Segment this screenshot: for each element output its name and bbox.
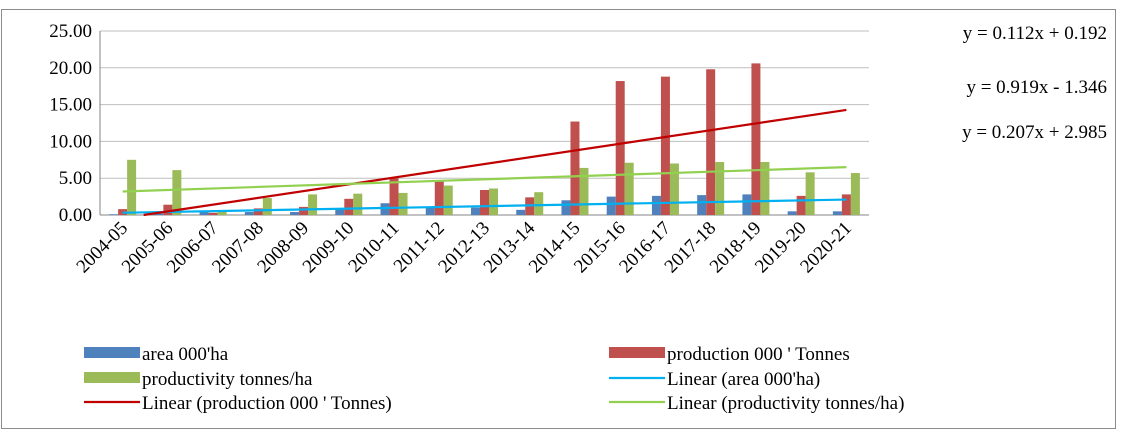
bar: [253, 208, 263, 215]
bar: [489, 188, 498, 215]
legend-label: Linear (productivity tonnes/ha): [667, 393, 904, 414]
bar: [606, 196, 616, 215]
bar: [199, 211, 209, 215]
bar: [172, 170, 182, 215]
y-tick-label: 20.00: [49, 58, 92, 79]
bar: [570, 121, 580, 215]
bar: [832, 211, 842, 215]
bar: [217, 211, 227, 215]
legend-label: productivity tonnes/ha: [142, 369, 313, 390]
bar: [344, 198, 354, 215]
bar: [389, 178, 399, 215]
bar: [660, 76, 670, 215]
legend-swatch: [84, 372, 140, 383]
legend-label: Linear (production 000 ' Tonnes): [142, 393, 392, 414]
bar: [615, 81, 625, 215]
y-tick-label: 5.00: [59, 168, 92, 189]
trendline-equation: y = 0.919x - 1.346: [966, 77, 1107, 98]
bar: [787, 211, 797, 215]
chart-svg: 0.005.0010.0015.0020.0025.002004-052005-…: [49, 21, 1107, 414]
bar: [534, 192, 544, 215]
bar: [624, 162, 634, 215]
y-tick-label: 25.00: [49, 21, 92, 42]
bar: [669, 163, 679, 215]
bar: [471, 207, 480, 215]
bar: [163, 204, 173, 215]
trendline: [143, 108, 847, 217]
bar: [299, 206, 309, 215]
bar: [308, 194, 318, 215]
trendline-equation: y = 0.112x + 0.192: [963, 23, 1107, 44]
bar: [751, 63, 761, 215]
bar: [651, 195, 661, 215]
bar: [208, 212, 218, 215]
legend-swatch: [84, 347, 140, 358]
bar: [425, 206, 435, 215]
bar: [290, 212, 300, 215]
bar: [262, 198, 272, 215]
bar: [480, 189, 489, 215]
legend-label: production 000 ' Tonnes: [667, 344, 850, 365]
bar: [805, 172, 815, 215]
y-tick-label: 15.00: [49, 95, 92, 116]
bar: [796, 195, 806, 215]
x-tick-label: 2020-21: [796, 218, 856, 278]
bar: [353, 193, 363, 215]
bar: [434, 181, 444, 215]
y-tick-label: 10.00: [49, 131, 92, 152]
bar: [841, 194, 851, 215]
bar: [850, 173, 860, 215]
bar: [697, 195, 707, 215]
trendline: [122, 166, 847, 193]
bar: [154, 213, 164, 215]
bar: [706, 69, 716, 215]
trendline: [122, 198, 847, 214]
trendline-equation: y = 0.207x + 2.985: [962, 122, 1107, 143]
x-tick-label: 2009-10: [299, 218, 359, 278]
legend-swatch: [609, 347, 665, 358]
bar: [380, 203, 390, 215]
bar: [335, 209, 345, 215]
legend-label: Linear (area 000'ha): [667, 369, 820, 390]
bar: [127, 159, 137, 215]
bar: [109, 214, 119, 215]
bar: [244, 212, 254, 215]
bar: [760, 162, 770, 215]
bar: [561, 200, 571, 215]
bar: [516, 209, 526, 215]
bar: [742, 194, 752, 215]
bar: [715, 162, 725, 215]
chart-frame: 0.00 5.00 10.00 15.00 20.00 25.00 2004-05 2005-…: [1, 9, 1116, 429]
legend-label: area 000'ha: [142, 344, 229, 365]
bar: [579, 167, 589, 215]
y-tick-label: 0.00: [59, 205, 92, 226]
bar: [443, 185, 453, 215]
bar: [398, 192, 408, 215]
